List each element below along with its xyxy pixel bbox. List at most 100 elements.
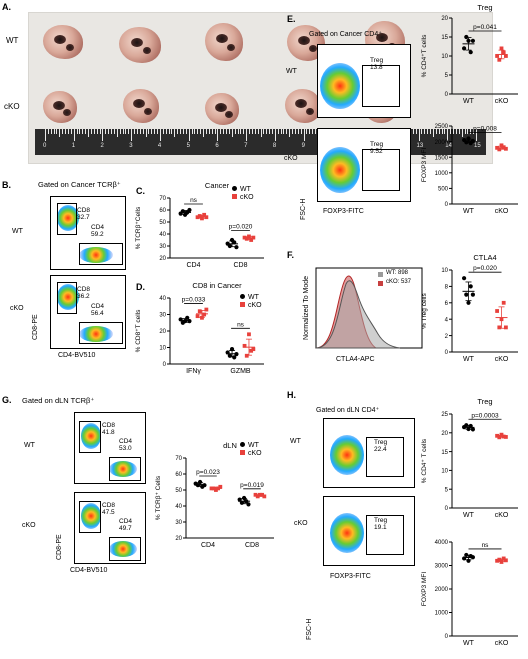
ruler-tick [90, 129, 92, 134]
ruler-tick [200, 129, 202, 134]
ruler-tick [432, 129, 434, 137]
panel-b-wt-plot: CD8 32.7 CD4 59.2 [50, 196, 126, 270]
panel-e-ylabel: FSC-H [300, 198, 307, 220]
x-tick-label: WT [463, 640, 475, 647]
ruler-tick [99, 129, 101, 134]
chart-title: Treg [477, 397, 492, 406]
significance-label: ns [482, 542, 490, 549]
panel-g-wt-plot: CD8 41.8 CD4 53.0 [74, 412, 146, 484]
ruler-tick [444, 129, 446, 134]
ruler-tick [300, 129, 302, 134]
data-point-cko [262, 494, 267, 499]
x-tick-label: CD4 [201, 542, 215, 549]
y-tick-label: 8 [445, 285, 449, 291]
ruler-tick [450, 129, 452, 134]
data-point-cko [501, 300, 506, 305]
panel-b-cko-plot: CD8 36.2 CD4 56.4 [50, 275, 126, 349]
y-tick-label: 20 [159, 329, 166, 335]
legend-d: WT cKO [240, 294, 262, 309]
chart-title: Cancer [205, 181, 230, 190]
data-point-wt [237, 497, 242, 502]
data-point-cko [501, 50, 506, 55]
x-tick-label: IFNγ [186, 368, 201, 375]
ruler-tick [473, 129, 475, 134]
ruler-tick [226, 129, 228, 134]
data-point-cko [249, 348, 254, 353]
ruler-tick [165, 129, 167, 134]
ruler-tick [205, 129, 207, 134]
y-tick-label: 2000 [435, 140, 449, 146]
panel-g-letter: G. [2, 395, 12, 405]
y-tick-label: 20 [159, 256, 166, 262]
legend-cko-square [240, 302, 245, 307]
x-tick-label: cKO [495, 640, 509, 647]
panel-g-cko-plot: CD8 47.5 CD4 49.7 [74, 492, 146, 564]
x-tick-label: cKO [495, 512, 509, 519]
y-tick-label: 2500 [435, 124, 449, 130]
ruler-tick [297, 129, 299, 134]
ruler-tick [134, 129, 136, 134]
chart-c-cancer: 20 30 40 50 60 70 CD4 CD8 Cancer % TCRβ⁺Cells ns p=… [135, 181, 264, 269]
data-point-cko [218, 484, 223, 489]
ruler-tick [136, 129, 138, 134]
ruler-tick [154, 129, 156, 134]
y-tick-label: 30 [175, 520, 182, 526]
panel-h-row-wt: WT [290, 438, 301, 445]
data-point-cko [251, 347, 256, 352]
panel-b-wt-cd8-gate: CD8 32.7 [77, 207, 91, 221]
panel-g-cko-cd8-gate: CD8 47.5 [102, 502, 116, 516]
panel-e-xlabel: FOXP3-FITC [323, 208, 364, 215]
legend-wt-dot [232, 186, 237, 191]
y-tick-label: 15 [441, 35, 448, 41]
x-tick-label: WT [463, 208, 475, 215]
ruler-tick [458, 129, 460, 134]
panel-b-title: Gated on Cancer TCRβ⁺ [38, 180, 121, 189]
panel-e-cko-plot: Treg 9.52 [317, 128, 411, 202]
panel-b-letter: B. [2, 180, 11, 190]
y-axis-label: FOXP3 MFI [421, 572, 428, 607]
y-tick-label: 0 [445, 634, 449, 640]
ruler-tick [82, 129, 84, 134]
legend-cko-label: cKO [248, 450, 262, 457]
y-axis-label: % TCRβ⁺ Cells [155, 475, 162, 520]
ruler-tick [421, 129, 423, 134]
ruler-tick [263, 129, 265, 134]
ruler-number: 9 [301, 143, 305, 149]
data-point-cko [197, 309, 202, 314]
ruler-tick [217, 129, 219, 141]
ruler-tick [223, 129, 225, 134]
ruler-tick [430, 129, 432, 134]
y-tick-label: 5 [445, 73, 449, 79]
panel-g-cko-cd4-gate: CD4 49.7 [119, 518, 133, 532]
y-tick-label: 1000 [435, 611, 449, 617]
data-point-wt [464, 292, 469, 297]
ruler-tick [476, 129, 477, 141]
panel-h-title: Gated on dLN CD4⁺ [316, 407, 380, 414]
ruler-tick [168, 129, 170, 134]
data-point-wt [234, 245, 239, 250]
y-tick-label: 5 [445, 487, 449, 493]
ruler-number: 2 [100, 143, 104, 149]
panel-g-ylabel: CD8-PE [56, 534, 63, 560]
y-tick-label: 40 [175, 504, 182, 510]
data-point-wt [246, 502, 251, 507]
ruler-tick [142, 129, 144, 134]
data-point-cko [497, 325, 502, 330]
panel-e-row-wt: WT [286, 68, 297, 75]
ruler-tick [464, 129, 466, 134]
ruler-tick [148, 129, 150, 134]
panel-b-cko-cd8-gate: CD8 36.2 [77, 286, 91, 300]
ruler-tick [254, 129, 256, 134]
data-point-cko [247, 332, 251, 337]
x-tick-label: cKO [495, 356, 509, 363]
data-point-cko [499, 432, 504, 437]
y-axis-label: % TCRβ⁺Cells [135, 206, 142, 249]
ruler-tick [76, 129, 78, 134]
ruler-tick [455, 129, 457, 134]
ruler-tick [257, 129, 259, 134]
ruler-tick [111, 129, 113, 134]
ruler-tick [441, 129, 443, 134]
panel-b-cko-cd4-gate: CD4 56.4 [91, 303, 105, 317]
ruler-tick [269, 129, 271, 134]
significance-label: p=0.019 [240, 482, 264, 489]
